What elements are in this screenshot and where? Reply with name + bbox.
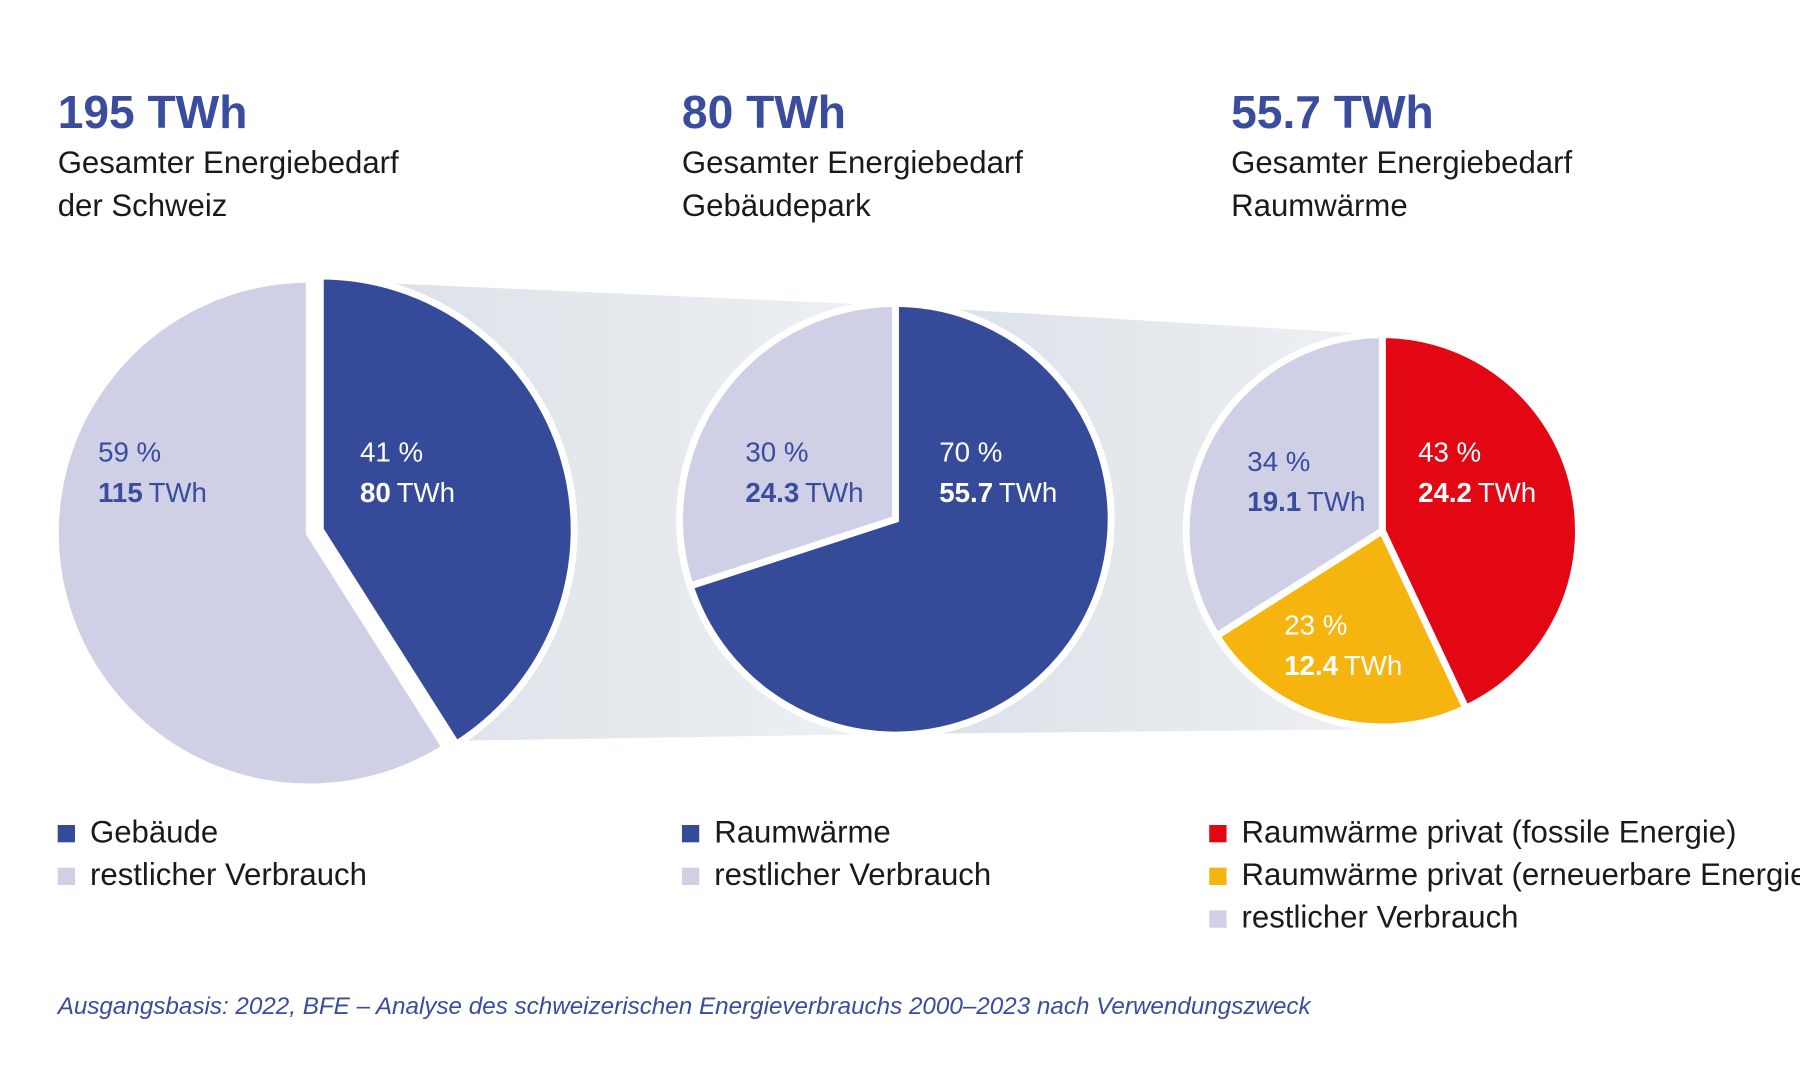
slice-unit: TWh <box>149 477 207 508</box>
legend-label: restlicher Verbrauch <box>714 857 991 892</box>
pie-total-title: 195 TWh <box>58 86 248 138</box>
slice-value-label: 24.2 TWh <box>1418 477 1536 508</box>
legend-label: restlicher Verbrauch <box>90 857 367 892</box>
pie-slice <box>51 275 451 791</box>
slice-value-label: 115 TWh <box>98 477 207 508</box>
legend-swatch <box>57 825 75 843</box>
slice-unit: TWh <box>1307 486 1365 517</box>
legend-label: Raumwärme privat (fossile Energie) <box>1242 814 1737 849</box>
source-note: Ausgangsbasis: 2022, BFE – Analyse des s… <box>56 993 1313 1020</box>
slice-value: 115 <box>98 477 143 508</box>
slice-percent-label: 30 % <box>745 437 808 468</box>
pie-slice <box>1211 525 1471 731</box>
pie-subtitle-line1: Gesamter Energiebedarf <box>58 145 399 180</box>
slice-unit: TWh <box>999 477 1057 508</box>
legend-label: Raumwärme <box>714 814 891 849</box>
pie-subtitle-line2: der Schweiz <box>58 188 228 223</box>
slice-percent-label: 43 % <box>1418 437 1481 468</box>
pie-total-title: 55.7 TWh <box>1231 86 1434 138</box>
legend-swatch <box>1209 825 1227 843</box>
slice-unit: TWh <box>1344 650 1402 681</box>
slice-value: 12.4 <box>1284 650 1338 681</box>
pie-slice <box>316 272 578 749</box>
slice-value: 80 <box>360 477 391 508</box>
pie-slice <box>1378 331 1582 713</box>
slice-value: 55.7 <box>939 477 993 508</box>
slice-percent-label: 23 % <box>1284 610 1347 641</box>
slice-value: 24.2 <box>1418 477 1472 508</box>
legend-label: Raumwärme privat (erneuerbare Energie) <box>1242 857 1800 892</box>
slice-value: 24.3 <box>745 477 799 508</box>
legend-swatch <box>1209 910 1227 928</box>
legend-label: restlicher Verbrauch <box>1242 900 1519 935</box>
slice-value-label: 55.7 TWh <box>939 477 1057 508</box>
pie-slice <box>1182 331 1386 641</box>
slice-unit: TWh <box>397 477 455 508</box>
pie-slice <box>685 299 1115 739</box>
legend-swatch <box>1209 867 1227 885</box>
legend-swatch <box>57 867 75 885</box>
legend-swatch <box>681 867 700 885</box>
slice-percent-label: 34 % <box>1247 446 1310 477</box>
slice-percent-label: 70 % <box>939 437 1002 468</box>
slice-value-label: 12.4 TWh <box>1284 650 1402 681</box>
slice-value-label: 24.3 TWh <box>745 477 863 508</box>
slice-percent-label: 41 % <box>360 437 423 468</box>
legend-swatch <box>681 825 700 843</box>
slice-value: 19.1 <box>1247 486 1301 517</box>
slice-percent-label: 59 % <box>98 437 161 468</box>
pie-subtitle-line1: Gesamter Energiebedarf <box>682 145 1023 180</box>
slice-unit: TWh <box>805 477 863 508</box>
legend-label: Gebäude <box>90 814 218 849</box>
pie-subtitle-line2: Gebäudepark <box>682 188 871 223</box>
slice-value-label: 19.1 TWh <box>1247 486 1365 517</box>
pie-slice <box>676 299 899 591</box>
pie-subtitle-line2: Raumwärme <box>1231 188 1408 223</box>
slice-unit: TWh <box>1478 477 1536 508</box>
slice-value-label: 80 TWh <box>360 477 455 508</box>
pie-subtitle-line1: Gesamter Energiebedarf <box>1231 145 1572 180</box>
pie-total-title: 80 TWh <box>682 86 846 138</box>
